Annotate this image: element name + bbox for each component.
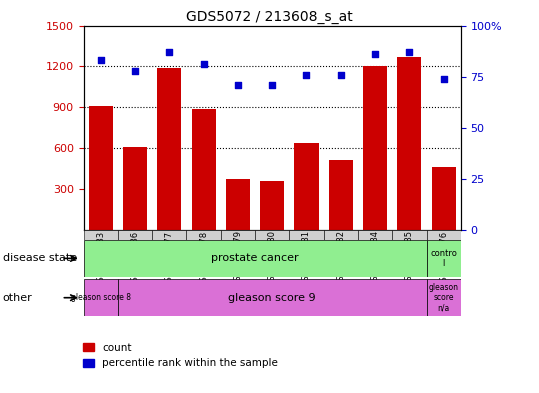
Point (302, 72, 311, 78)
Bar (426, 240, 461, 277)
Legend: count, percentile rank within the sample: count, percentile rank within the sample (84, 343, 278, 368)
Point (233, 82, 242, 88)
Text: GSM1095886: GSM1095886 (130, 230, 140, 286)
Bar (118, 230, 152, 240)
Bar (432, 167, 455, 230)
Text: other: other (3, 293, 32, 303)
Bar (294, 143, 319, 230)
Text: prostate cancer: prostate cancer (211, 253, 299, 263)
Bar (226, 180, 250, 230)
Bar (191, 108, 216, 230)
Text: GSM1095885: GSM1095885 (405, 230, 414, 286)
Bar (123, 147, 147, 230)
Bar (221, 230, 255, 240)
Text: GSM1095882: GSM1095882 (336, 230, 345, 286)
Bar (84, 230, 118, 240)
Bar (329, 160, 353, 230)
Point (199, 61, 208, 68)
Bar (118, 279, 426, 316)
Text: contro
l: contro l (430, 249, 457, 268)
Text: GSM1095881: GSM1095881 (302, 230, 311, 286)
Bar (289, 230, 323, 240)
Point (130, 67, 139, 73)
Text: GSM1095880: GSM1095880 (268, 230, 277, 286)
Bar (255, 230, 289, 240)
Text: GSM1095883: GSM1095883 (96, 230, 105, 286)
Text: GSM1095877: GSM1095877 (165, 230, 174, 286)
Bar (157, 68, 181, 230)
Bar (363, 66, 387, 230)
Point (165, 49, 174, 55)
Bar (152, 230, 186, 240)
Bar (323, 230, 358, 240)
Text: gleason
score
n/a: gleason score n/a (429, 283, 459, 312)
Text: GDS5072 / 213608_s_at: GDS5072 / 213608_s_at (186, 10, 353, 24)
Text: GSM1095884: GSM1095884 (371, 230, 379, 286)
Bar (260, 181, 284, 230)
Text: gleason score 9: gleason score 9 (229, 293, 316, 303)
Point (96, 57, 105, 63)
Text: GSM1095879: GSM1095879 (233, 230, 243, 286)
Point (371, 51, 379, 57)
Bar (426, 230, 461, 240)
Bar (186, 230, 221, 240)
Point (336, 72, 345, 78)
Bar (397, 57, 421, 230)
Bar (89, 106, 113, 230)
Text: GSM1095878: GSM1095878 (199, 230, 208, 286)
Point (405, 49, 414, 55)
Point (268, 82, 277, 88)
Bar (84, 279, 118, 316)
Text: gleason score 8: gleason score 8 (71, 293, 130, 302)
Point (439, 75, 448, 82)
Text: disease state: disease state (3, 253, 77, 263)
Bar (392, 230, 426, 240)
Bar (426, 279, 461, 316)
Text: GSM1095876: GSM1095876 (439, 230, 448, 286)
Bar (358, 230, 392, 240)
